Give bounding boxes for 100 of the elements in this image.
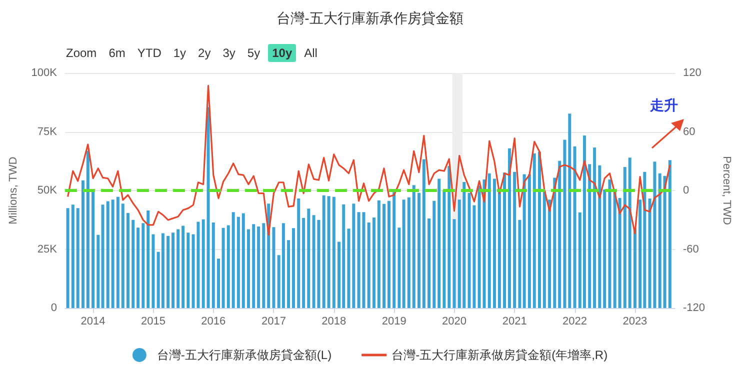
bar [106, 201, 110, 308]
bar [582, 136, 586, 308]
bar [668, 160, 672, 308]
y-tick-label: 25K [37, 243, 58, 256]
bar [548, 200, 552, 308]
bar [598, 165, 602, 308]
bar [417, 192, 420, 308]
text: 6m [108, 45, 126, 62]
bar [588, 164, 592, 308]
y2-tick-label: 0 [683, 184, 690, 196]
bar [272, 227, 276, 308]
x-tick-label: 2014 [80, 316, 106, 328]
bar [442, 190, 446, 308]
x-tick-label: 2017 [261, 316, 286, 328]
y2-tick-label: -120 [683, 302, 706, 314]
text: YTD [136, 45, 162, 62]
text: 10y [268, 44, 296, 62]
bar [76, 208, 80, 308]
bar [658, 173, 662, 308]
x-tick-label: 2022 [562, 316, 588, 328]
legend-label: 台灣-五大行庫新承做房貸金額(L) [156, 348, 332, 362]
bar [563, 140, 566, 308]
bar [182, 226, 185, 308]
bar [257, 226, 260, 308]
x-tick-label: 2023 [622, 316, 648, 328]
bar [282, 223, 285, 308]
bar [508, 148, 511, 308]
y2-tick-label: 60 [683, 126, 696, 138]
bar [216, 258, 220, 308]
bar [478, 186, 481, 308]
annotation: 走升 [650, 97, 678, 115]
chart-title: 台灣-五大行庫新承作房貸金額 [276, 10, 464, 26]
bar [407, 197, 410, 308]
bar [262, 223, 266, 308]
bar [92, 190, 95, 308]
y-tick-label: 100K [31, 67, 58, 79]
bar [402, 200, 406, 308]
bar [242, 213, 245, 308]
bar [608, 179, 612, 308]
bar [186, 232, 190, 308]
bar [398, 228, 401, 308]
bar [432, 200, 436, 308]
bar [448, 166, 451, 308]
bar [553, 178, 556, 308]
bar [86, 150, 90, 308]
legend-label: 台灣-五大行庫新承做房貸金額(年增率,R) [392, 348, 608, 362]
bar [422, 159, 426, 308]
bar [558, 160, 562, 308]
bar [593, 147, 596, 308]
bar [347, 228, 350, 308]
y-axis-title: Millions, TWD [8, 156, 20, 224]
bar [663, 176, 666, 308]
bar [488, 173, 491, 308]
text: All [303, 45, 318, 62]
bar [377, 200, 380, 308]
bar [232, 212, 235, 308]
bar [528, 174, 531, 308]
bar [252, 224, 256, 308]
bar [236, 216, 240, 308]
bar [452, 219, 456, 308]
bar [166, 236, 170, 308]
bar [503, 172, 506, 308]
x-tick-label: 2018 [322, 316, 346, 328]
bar [568, 114, 572, 308]
text: 1y [172, 45, 188, 62]
bar [246, 229, 250, 308]
x-tick-label: 2020 [442, 316, 466, 328]
bar [292, 228, 296, 308]
bar [176, 229, 180, 308]
bar [518, 220, 522, 308]
bar [412, 185, 416, 308]
text: 2y [197, 45, 212, 62]
x-tick-label: 2015 [140, 316, 166, 328]
bar [226, 225, 230, 308]
bar [628, 158, 632, 308]
bar [287, 240, 290, 308]
bar [498, 191, 501, 308]
bar [633, 228, 636, 308]
bar [302, 218, 306, 308]
x-tick-label: 2019 [382, 316, 406, 328]
bar [522, 174, 526, 308]
bar [66, 208, 70, 308]
bar [623, 167, 626, 308]
bar [372, 218, 376, 308]
bar [472, 205, 476, 308]
bar [101, 204, 104, 308]
text: 3y [222, 45, 236, 62]
bar [322, 195, 326, 308]
x-tick-label: 2016 [201, 316, 226, 328]
bar [532, 153, 536, 308]
bar [307, 208, 310, 308]
bar [96, 234, 100, 308]
bar [132, 220, 135, 308]
y2-tick-label: -60 [683, 243, 699, 256]
bar [392, 192, 396, 308]
x-tick-label: 2021 [502, 316, 527, 328]
bar [146, 210, 150, 308]
bar [111, 200, 114, 308]
bar [116, 196, 120, 308]
bar [603, 190, 606, 308]
